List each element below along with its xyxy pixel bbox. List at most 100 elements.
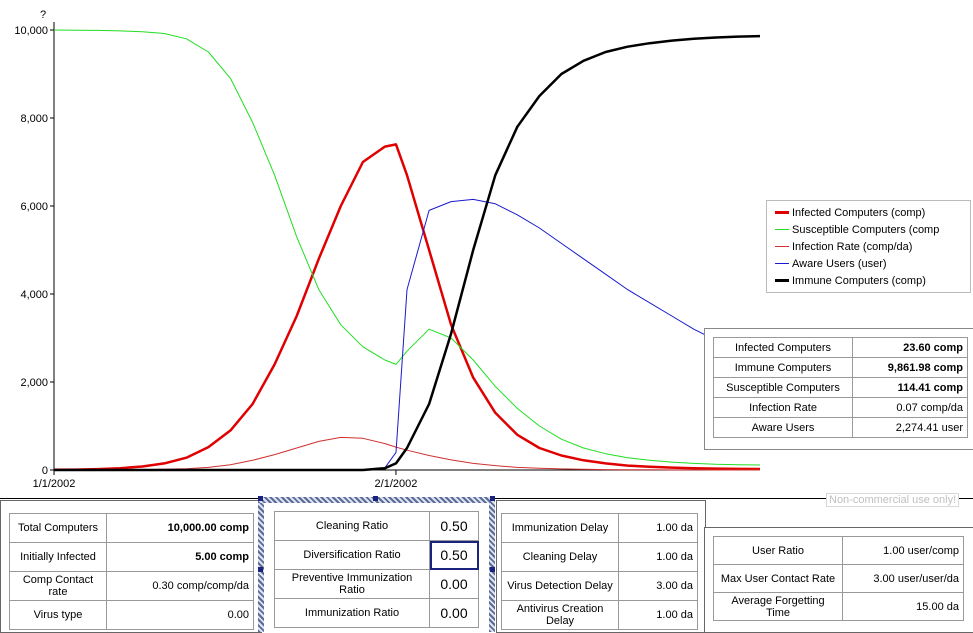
table-row: Total Computers 10,000.00 comp <box>9 513 254 543</box>
result-value: 9,861.98 comp <box>852 357 968 378</box>
parameters-panel-delays: Immunization Delay 1.00 da Cleaning Delay 1… <box>496 500 706 633</box>
param-label: Immunization Delay <box>501 513 619 543</box>
param-label: Average Forgetting Time <box>713 592 843 621</box>
table-row: Immunization Delay 1.00 da <box>501 513 698 543</box>
table-row: Max User Contact Rate 3.00 user/user/da <box>713 564 964 593</box>
param-label: Total Computers <box>9 513 107 543</box>
legend-entry: Infected Computers (comp) <box>767 204 970 221</box>
result-value: 0.07 comp/da <box>852 397 968 418</box>
y-tick-label: 8,000 <box>20 113 48 125</box>
param-label: Diversification Ratio <box>274 540 430 570</box>
table-row: Virus Detection Delay 3.00 da <box>501 571 698 601</box>
result-value: 114.41 comp <box>852 377 968 398</box>
legend-entry: Immune Computers (comp) <box>767 272 970 289</box>
param-label: Comp Contact rate <box>9 571 107 601</box>
param-value[interactable]: 1.00 da <box>618 513 698 543</box>
legend-entry: Aware Users (user) <box>767 255 970 272</box>
y-tick-label: 0 <box>42 465 48 477</box>
parameters-panel-computers: Total Computers 10,000.00 comp Initially I… <box>0 500 262 633</box>
table-row: User Ratio 1.00 user/comp <box>713 536 964 565</box>
result-label: Susceptible Computers <box>713 377 853 398</box>
result-label: Infection Rate <box>713 397 853 418</box>
result-row: Infection Rate 0.07 comp/da <box>713 397 968 418</box>
legend-swatch <box>775 279 789 282</box>
y-tick-label: 4,000 <box>20 289 48 301</box>
y-tick-label: 10,000 <box>14 25 48 37</box>
param-value[interactable]: 1.00 user/comp <box>842 536 964 565</box>
legend-label: Susceptible Computers (comp <box>792 223 940 236</box>
result-label: Infected Computers <box>713 337 853 358</box>
param-value[interactable]: 15.00 da <box>842 592 964 621</box>
param-label: Preventive Immunization Ratio <box>274 569 430 599</box>
param-value[interactable]: 0.00 <box>429 598 479 628</box>
legend-entry: Infection Rate (comp/da) <box>767 238 970 255</box>
param-label: Virus type <box>9 600 107 630</box>
legend-label: Infection Rate (comp/da) <box>792 240 913 253</box>
result-row: Infected Computers 23.60 comp <box>713 337 968 358</box>
watermark: Non-commercial use only! <box>826 493 960 507</box>
result-label: Aware Users <box>713 417 853 438</box>
param-value[interactable]: 3.00 da <box>618 571 698 601</box>
param-value[interactable]: 1.00 da <box>618 542 698 572</box>
chart-legend: Infected Computers (comp) Susceptible Com… <box>766 200 971 293</box>
line-chart: ? 0 2,000 4,000 6,000 8,000 10,000 1/1/2002 2/1/… <box>14 9 761 490</box>
param-value[interactable]: 3.00 user/user/da <box>842 564 964 593</box>
legend-swatch <box>775 263 789 264</box>
legend-swatch <box>775 211 789 214</box>
table-row: Immunization Ratio 0.00 <box>274 598 479 628</box>
param-value[interactable]: 5.00 comp <box>106 542 254 572</box>
resize-handle-right[interactable] <box>490 567 495 572</box>
param-label: Cleaning Delay <box>501 542 619 572</box>
result-row: Immune Computers 9,861.98 comp <box>713 357 968 378</box>
parameters-panel-users: User Ratio 1.00 user/comp Max User Contact… <box>704 527 973 633</box>
parameters-panel-ratios: Cleaning Ratio 0.50 Diversification Ratio 0… <box>264 503 489 631</box>
param-value[interactable]: 0.00 <box>106 600 254 630</box>
table-row: Diversification Ratio 0.50 <box>274 540 479 570</box>
param-label: Cleaning Ratio <box>274 511 430 541</box>
result-value: 23.60 comp <box>852 337 968 358</box>
legend-entry: Susceptible Computers (comp <box>767 221 970 238</box>
result-row: Susceptible Computers 114.41 comp <box>713 377 968 398</box>
legend-swatch <box>775 229 789 230</box>
param-value[interactable]: 0.00 <box>429 569 479 599</box>
panel-resize-border-right[interactable] <box>489 499 495 632</box>
param-value[interactable]: 0.50 <box>429 540 479 570</box>
param-label: Virus Detection Delay <box>501 571 619 601</box>
resize-handle-left[interactable] <box>258 567 263 572</box>
series-line-1 <box>53 29 761 466</box>
param-label: User Ratio <box>713 536 843 565</box>
resize-handle-top[interactable] <box>373 496 378 501</box>
result-row: Aware Users 2,274.41 user <box>713 417 968 438</box>
series-line-3 <box>54 198 761 471</box>
result-value: 2,274.41 user <box>852 417 968 438</box>
table-row: Antivirus Creation Delay 1.00 da <box>501 600 698 630</box>
param-label: Immunization Ratio <box>274 598 430 628</box>
x-tick-label: 1/1/2002 <box>33 478 76 490</box>
param-label: Max User Contact Rate <box>713 564 843 593</box>
table-row: Cleaning Ratio 0.50 <box>274 511 479 541</box>
y-tick-label: 2,000 <box>20 377 48 389</box>
x-tick-label: 2/1/2002 <box>375 478 418 490</box>
series-line-4 <box>54 34 761 472</box>
y-tick-label: 6,000 <box>20 201 48 213</box>
legend-swatch <box>775 246 789 247</box>
param-value[interactable]: 10,000.00 comp <box>106 513 254 543</box>
panel-resize-border-left[interactable] <box>258 499 264 632</box>
legend-label: Aware Users (user) <box>792 257 887 270</box>
param-value[interactable]: 0.50 <box>429 511 479 541</box>
table-row: Preventive Immunization Ratio 0.00 <box>274 569 479 599</box>
table-row: Virus type 0.00 <box>9 600 254 630</box>
param-label: Initially Infected <box>9 542 107 572</box>
legend-label: Infected Computers (comp) <box>792 206 926 219</box>
param-label: Antivirus Creation Delay <box>501 600 619 630</box>
param-value[interactable]: 0.30 comp/comp/da <box>106 571 254 601</box>
series-line-0 <box>53 143 761 472</box>
table-row: Comp Contact rate 0.30 comp/comp/da <box>9 571 254 601</box>
resize-handle-tr[interactable] <box>490 496 495 501</box>
table-row: Initially Infected 5.00 comp <box>9 542 254 572</box>
resize-handle-tl[interactable] <box>258 496 263 501</box>
results-table: Infected Computers 23.60 comp Immune Compu… <box>704 328 973 450</box>
table-row: Cleaning Delay 1.00 da <box>501 542 698 572</box>
y-unit-label: ? <box>40 9 46 21</box>
param-value[interactable]: 1.00 da <box>618 600 698 630</box>
